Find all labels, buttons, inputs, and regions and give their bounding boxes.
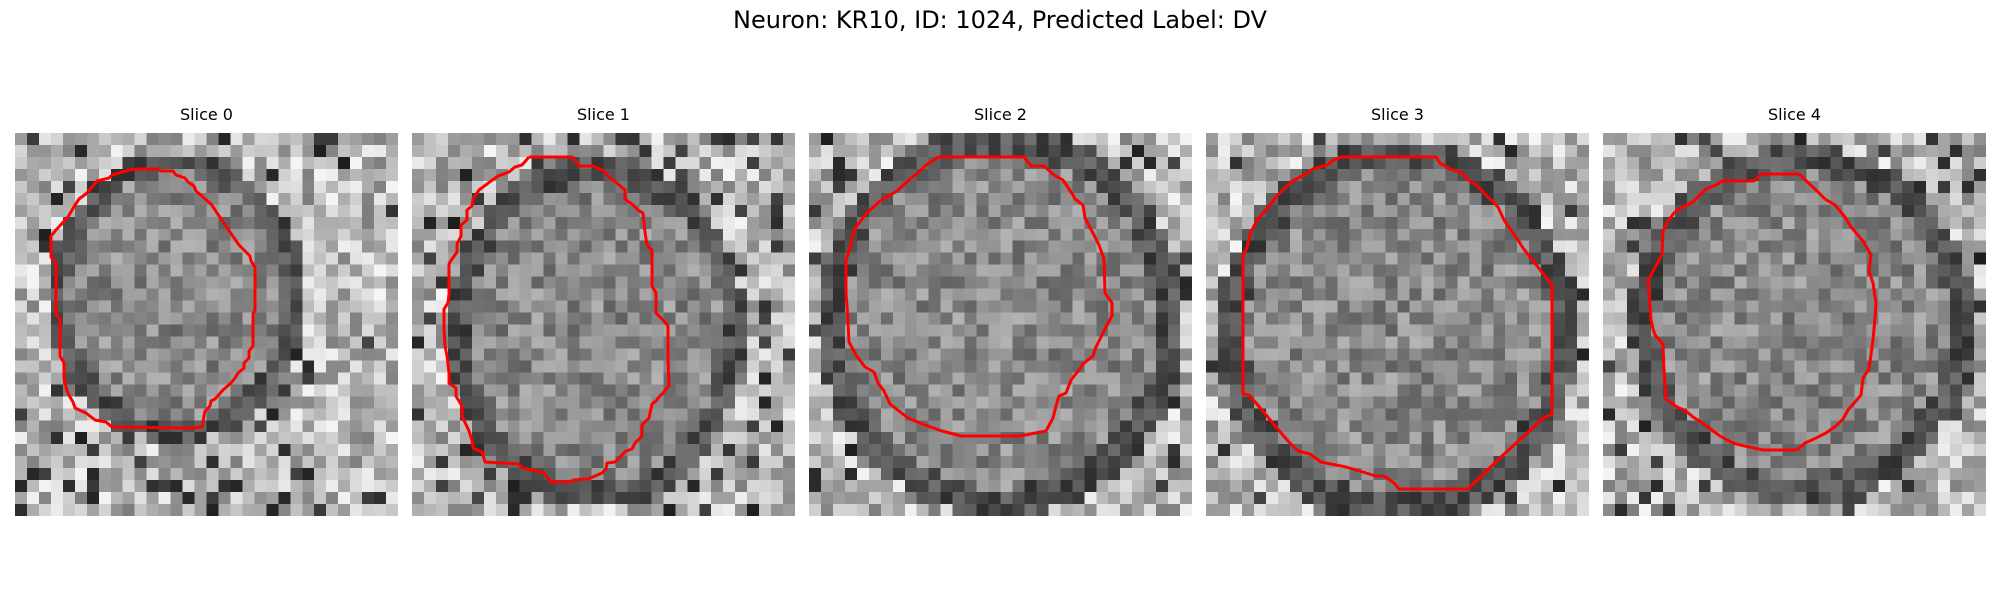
grayscale-patch: [1603, 133, 1986, 516]
slice-title: Slice 2: [974, 105, 1027, 124]
grayscale-patch: [1206, 133, 1589, 516]
grayscale-patch: [15, 133, 398, 516]
segmentation-contour: [1241, 155, 1554, 491]
slice-image: [1603, 133, 1986, 516]
grayscale-patch: [809, 133, 1192, 516]
segmentation-contour: [49, 167, 257, 430]
segmentation-contour: [844, 155, 1114, 438]
slice-image: [412, 133, 795, 516]
slice-image: [809, 133, 1192, 516]
slice-title: Slice 0: [180, 105, 233, 124]
slice-image: [1206, 133, 1589, 516]
slice-image: [15, 133, 398, 516]
segmentation-contour: [1646, 172, 1878, 452]
segmentation-contour: [442, 155, 671, 484]
slice-title: Slice 1: [577, 105, 630, 124]
slice-title: Slice 3: [1371, 105, 1424, 124]
slice-title: Slice 4: [1768, 105, 1821, 124]
figure-title: Neuron: KR10, ID: 1024, Predicted Label:…: [733, 6, 1267, 34]
